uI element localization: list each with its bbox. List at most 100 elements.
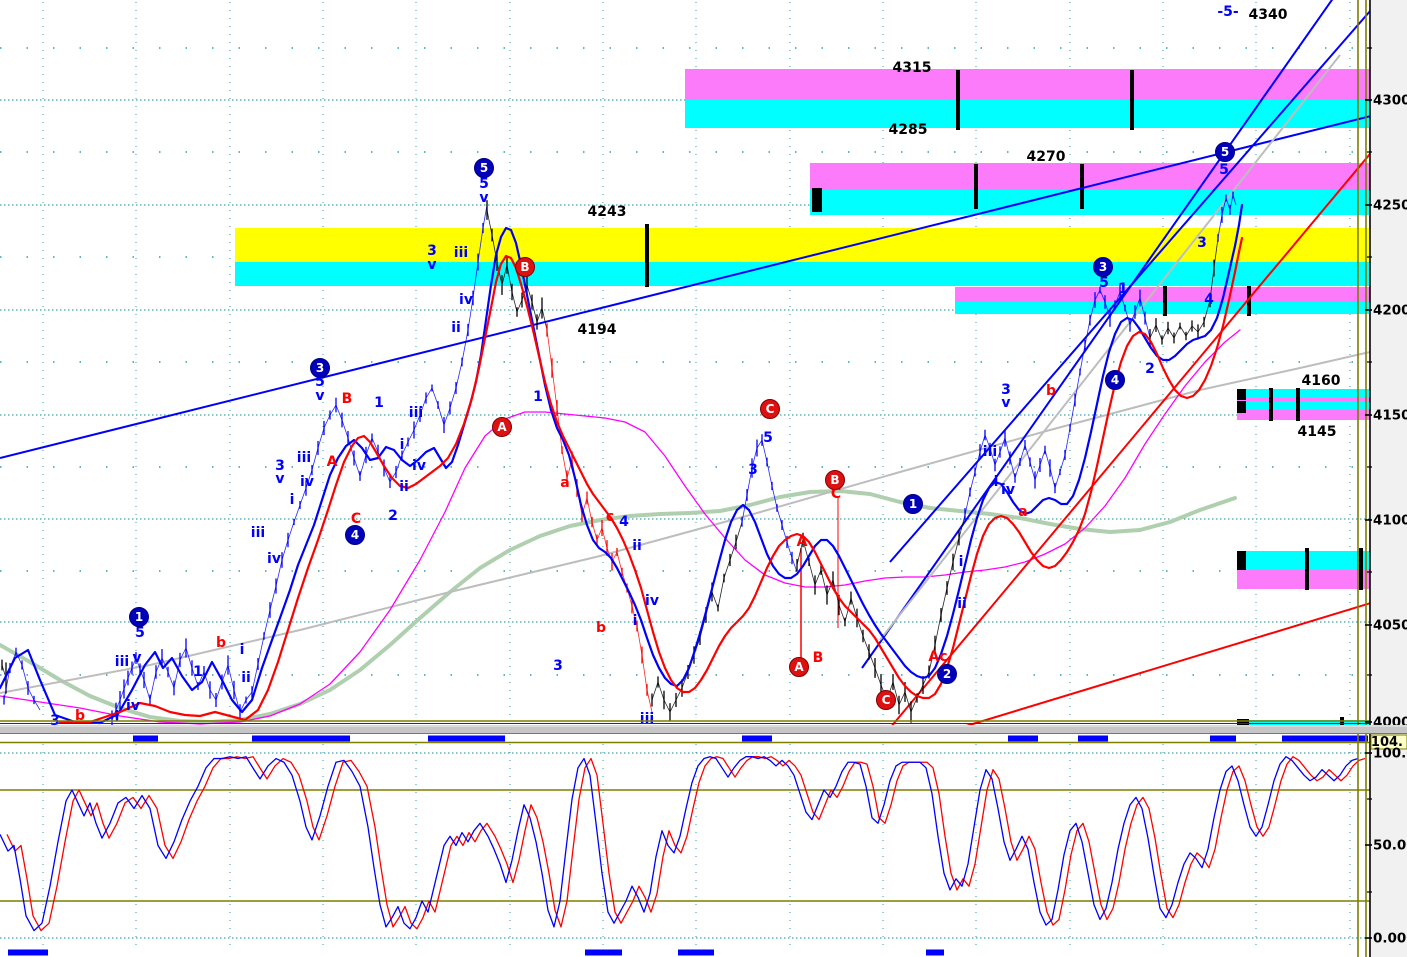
wave-label: i [633, 613, 638, 629]
session-marker-bar [1008, 735, 1038, 742]
wave-label: iv [645, 593, 659, 609]
wave-label: 3 [1197, 235, 1207, 251]
wave-circle-text: 5 [1221, 145, 1229, 159]
session-marker-bar [133, 735, 158, 742]
price-level-label: 4160 [1302, 373, 1341, 389]
wave-circle [345, 525, 365, 545]
session-marker-bar [585, 949, 622, 956]
wave-circle-label: A [789, 657, 809, 677]
wave-circle-text: C [766, 402, 775, 416]
session-marker-bar [678, 949, 714, 956]
band-black-square [1237, 719, 1249, 725]
wave-circle-text: 5 [480, 161, 488, 175]
wave-label: i [240, 642, 245, 658]
zone-4200-cyan [955, 302, 1370, 314]
session-marker-bar [1078, 735, 1108, 742]
wave-label: B [813, 650, 824, 666]
candle-path [796, 539, 930, 714]
wave-circle-label: B [515, 257, 535, 277]
wave-label: iv [300, 474, 314, 490]
wave-label: 1 [533, 389, 543, 405]
oscillator-value-text: 104. [1371, 735, 1403, 750]
wave-label: b [75, 708, 85, 724]
candle-path [546, 329, 653, 713]
wave-label: iii [409, 405, 423, 421]
wave-label: 1 [374, 395, 384, 411]
axis-gutter-bg[interactable] [1371, 0, 1407, 957]
candle-cluster-blue [964, 283, 1151, 522]
wave-circle-label: 5 [1215, 142, 1235, 162]
wave-circle-label: A [492, 417, 512, 437]
red-steep-uptrend [889, 152, 1370, 729]
session-marker-bar [1210, 735, 1236, 742]
wave-circle [474, 158, 494, 178]
wave-label: a [1018, 504, 1027, 520]
axis-price-label: 4250. [1373, 198, 1407, 214]
wave-circle-label: B [825, 470, 845, 490]
blue-fast-ma [0, 203, 1244, 725]
wave-circle [937, 664, 957, 684]
zone-4270-cyan [810, 190, 1370, 215]
candle-cluster-blue [347, 204, 488, 489]
wave-circle [129, 607, 149, 627]
wave-label: 1 [1118, 281, 1128, 297]
green-slow-ma [0, 489, 1237, 724]
panel-separator[interactable] [0, 725, 1407, 734]
wave-label: i [290, 492, 295, 508]
wave-label: iv [412, 458, 426, 474]
price-level-label: 4243 [588, 204, 627, 220]
wave-label: iii [640, 711, 654, 727]
wave-circle-label: 5 [474, 158, 494, 178]
price-level-label: 4285 [889, 122, 928, 138]
gray-long-ma [0, 351, 1370, 694]
band-black-square [1237, 401, 1246, 413]
candle-path [1149, 237, 1219, 341]
wave-label: iii [115, 654, 129, 670]
session-marker-bar [8, 949, 48, 956]
band-black-square [1237, 389, 1246, 400]
axis-price-label: 4300. [1373, 93, 1407, 109]
price-level-label: 4270 [1027, 149, 1066, 165]
wave-label: Ac [928, 649, 947, 665]
wave-circle [876, 690, 896, 710]
wave-circle-label: 4 [1105, 370, 1125, 390]
oscillator-axis-label: 0.00 [1373, 931, 1406, 947]
wave-circle-label: 3 [310, 358, 330, 378]
wave-label: iii [454, 245, 468, 261]
wave-label: iii [297, 450, 311, 466]
wave-circle-label: 1 [903, 494, 923, 514]
oscillator-value-box [1370, 734, 1407, 750]
wave-label: B [342, 391, 353, 407]
wave-label: c [606, 509, 614, 525]
zone-4082-magenta [1237, 570, 1370, 589]
wave-circle-text: 3 [1099, 260, 1107, 274]
zone-4315-4285-cyan [685, 100, 1370, 128]
axis-price-label: 4100. [1373, 513, 1407, 529]
wave-label: i [400, 437, 405, 453]
wave-circle-label: 4 [345, 525, 365, 545]
wave-label: 4 [1204, 292, 1214, 308]
wave-label: i [115, 709, 120, 725]
oscillator-panel-bg[interactable] [0, 734, 1370, 957]
wave-label: 5 [763, 430, 773, 446]
oscillator-panel[interactable] [0, 734, 1370, 957]
wave-circle-label: C [876, 690, 896, 710]
wave-label: C [831, 486, 841, 502]
wave-label: v [132, 650, 141, 666]
wave-circle [789, 657, 809, 677]
blue-long-uptrend [0, 115, 1370, 459]
wave-label: v [479, 190, 488, 206]
wave-label: v [275, 471, 284, 487]
wave-circle-text: 4 [1111, 373, 1119, 387]
wave-label: 5 [1219, 162, 1229, 178]
zone-4315-4285-magenta [685, 69, 1370, 100]
session-marker-bar [926, 949, 944, 956]
wave-label: iii [983, 444, 997, 460]
wave-label: A [327, 454, 338, 470]
wave-circle-text: 1 [909, 497, 917, 511]
zone-4200-magenta [955, 287, 1370, 302]
wave-label: 5 [315, 374, 325, 390]
price-axis[interactable]: 4300.4250.4200.4150.4100.4050.4000104.10… [1365, 0, 1407, 957]
candle-path [964, 289, 1151, 516]
